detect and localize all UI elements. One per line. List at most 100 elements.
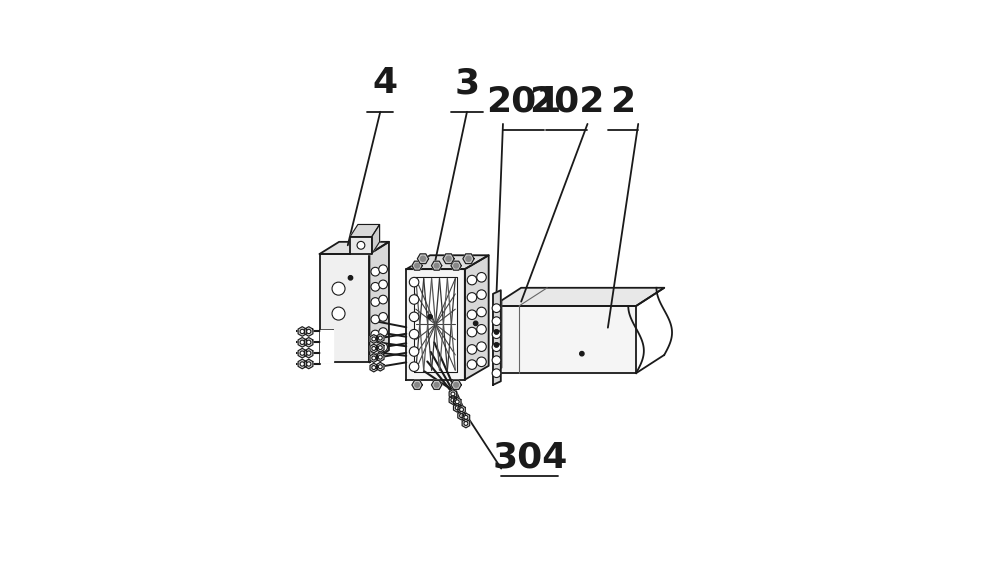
Circle shape — [371, 315, 380, 324]
Circle shape — [446, 256, 451, 261]
Polygon shape — [451, 261, 461, 270]
Polygon shape — [320, 254, 369, 363]
Polygon shape — [350, 236, 372, 254]
Circle shape — [477, 272, 486, 282]
Circle shape — [378, 365, 382, 369]
Polygon shape — [493, 290, 501, 385]
Circle shape — [477, 324, 486, 334]
Polygon shape — [298, 359, 306, 369]
Circle shape — [307, 362, 311, 366]
Circle shape — [420, 256, 426, 261]
Circle shape — [379, 312, 387, 321]
Polygon shape — [305, 338, 313, 347]
Circle shape — [409, 312, 419, 321]
Circle shape — [492, 356, 501, 364]
Circle shape — [451, 398, 455, 402]
Circle shape — [428, 315, 432, 319]
Circle shape — [371, 267, 380, 276]
Polygon shape — [370, 334, 378, 343]
Circle shape — [454, 382, 458, 387]
Polygon shape — [493, 288, 664, 306]
Circle shape — [371, 330, 380, 339]
Circle shape — [467, 293, 477, 302]
Polygon shape — [414, 277, 457, 372]
Polygon shape — [493, 306, 636, 373]
Circle shape — [477, 290, 486, 300]
Polygon shape — [372, 225, 380, 254]
Polygon shape — [412, 261, 422, 270]
Polygon shape — [449, 390, 457, 399]
Circle shape — [379, 343, 387, 352]
Circle shape — [467, 345, 477, 354]
Text: 3: 3 — [454, 66, 480, 100]
Polygon shape — [298, 348, 306, 358]
Circle shape — [460, 414, 464, 418]
Circle shape — [492, 343, 501, 351]
Circle shape — [494, 330, 499, 334]
Circle shape — [464, 422, 468, 426]
Polygon shape — [458, 412, 465, 420]
Circle shape — [300, 362, 304, 366]
Polygon shape — [377, 363, 384, 371]
Circle shape — [378, 355, 382, 359]
Polygon shape — [320, 330, 333, 363]
Polygon shape — [449, 396, 457, 404]
Circle shape — [477, 357, 486, 367]
Circle shape — [451, 392, 455, 396]
Circle shape — [467, 310, 477, 320]
Polygon shape — [370, 344, 378, 353]
Circle shape — [492, 317, 501, 325]
Polygon shape — [305, 359, 313, 369]
Polygon shape — [462, 413, 470, 422]
Polygon shape — [377, 334, 384, 342]
Polygon shape — [370, 363, 378, 372]
Polygon shape — [298, 338, 306, 347]
Circle shape — [307, 329, 311, 334]
Polygon shape — [369, 242, 389, 363]
Polygon shape — [320, 242, 389, 254]
Circle shape — [300, 329, 304, 334]
Text: 201: 201 — [486, 84, 561, 119]
Circle shape — [332, 282, 345, 295]
Circle shape — [415, 382, 419, 387]
Polygon shape — [458, 405, 465, 414]
Circle shape — [372, 356, 376, 360]
Circle shape — [434, 263, 439, 268]
Circle shape — [492, 369, 501, 378]
Polygon shape — [453, 404, 461, 412]
Circle shape — [371, 283, 380, 291]
Circle shape — [379, 328, 387, 337]
Polygon shape — [431, 261, 442, 270]
Polygon shape — [406, 255, 489, 269]
Circle shape — [467, 360, 477, 369]
Circle shape — [492, 330, 501, 338]
Circle shape — [378, 346, 382, 350]
Circle shape — [300, 340, 304, 345]
Polygon shape — [431, 381, 442, 390]
Circle shape — [379, 295, 387, 304]
Circle shape — [357, 242, 365, 249]
Polygon shape — [298, 327, 306, 336]
Circle shape — [467, 275, 477, 285]
Circle shape — [466, 256, 471, 261]
Circle shape — [455, 406, 459, 410]
Polygon shape — [305, 348, 313, 358]
Polygon shape — [377, 343, 384, 352]
Circle shape — [434, 382, 439, 387]
Circle shape — [415, 263, 419, 268]
Circle shape — [492, 304, 501, 312]
Circle shape — [467, 327, 477, 337]
Polygon shape — [463, 254, 474, 263]
Circle shape — [372, 337, 376, 341]
Polygon shape — [493, 301, 501, 373]
Circle shape — [371, 298, 380, 306]
Polygon shape — [406, 269, 465, 379]
Polygon shape — [443, 254, 454, 263]
Circle shape — [379, 265, 387, 274]
Circle shape — [379, 280, 387, 289]
Circle shape — [307, 340, 311, 345]
Circle shape — [300, 351, 304, 355]
Polygon shape — [417, 254, 429, 263]
Circle shape — [460, 408, 464, 412]
Circle shape — [409, 294, 419, 304]
